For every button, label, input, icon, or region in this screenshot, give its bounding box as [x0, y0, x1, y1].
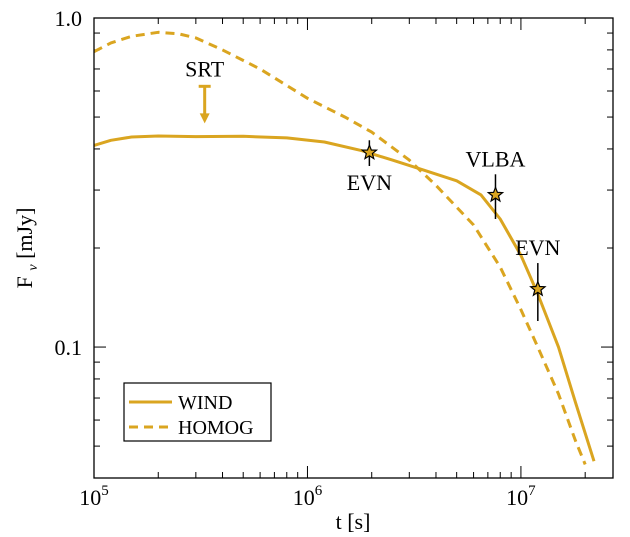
x-tick-label-exponent: 5 [101, 483, 109, 499]
detection-label: VLBA [466, 146, 526, 171]
y-axis-label: F ν [mJy] [12, 208, 41, 289]
y-tick-label: 0.1 [55, 335, 83, 360]
x-tick-label-exponent: 6 [315, 483, 323, 499]
x-tick-label: 105 [79, 483, 109, 510]
legend-label: HOMOG [178, 417, 254, 439]
y-axis-label-unit: [mJy] [12, 208, 37, 265]
detection-label: EVN [515, 235, 560, 260]
x-tick-label-base: 10 [79, 485, 101, 510]
x-axis-label: t [s] [336, 509, 371, 534]
x-tick-label: 107 [506, 483, 536, 510]
x-tick-label-base: 10 [293, 485, 315, 510]
y-axis-label-text: F [12, 276, 37, 288]
series-homog-line [94, 30, 587, 465]
data-points: EVN VLBA EVN SRT [185, 56, 561, 322]
detection-label: EVN [347, 170, 392, 195]
x-tick-label: 106 [293, 483, 323, 510]
x-tick-label-base: 10 [506, 485, 528, 510]
upper-limit-arrowhead [199, 113, 210, 124]
y-tick-label: 1.0 [55, 6, 83, 31]
detection-star-evn [529, 279, 547, 297]
detection-star-evn [360, 143, 379, 160]
x-tick-label-exponent: 7 [528, 483, 536, 499]
y-axis-label-subscript: ν [26, 264, 41, 271]
legend: WIND HOMOG [123, 382, 272, 442]
upper-limit-label: SRT [185, 56, 225, 81]
plot-frame [93, 17, 614, 479]
detection-star-vlba [486, 185, 505, 203]
legend-box [123, 382, 272, 442]
legend-label: WIND [178, 392, 232, 414]
